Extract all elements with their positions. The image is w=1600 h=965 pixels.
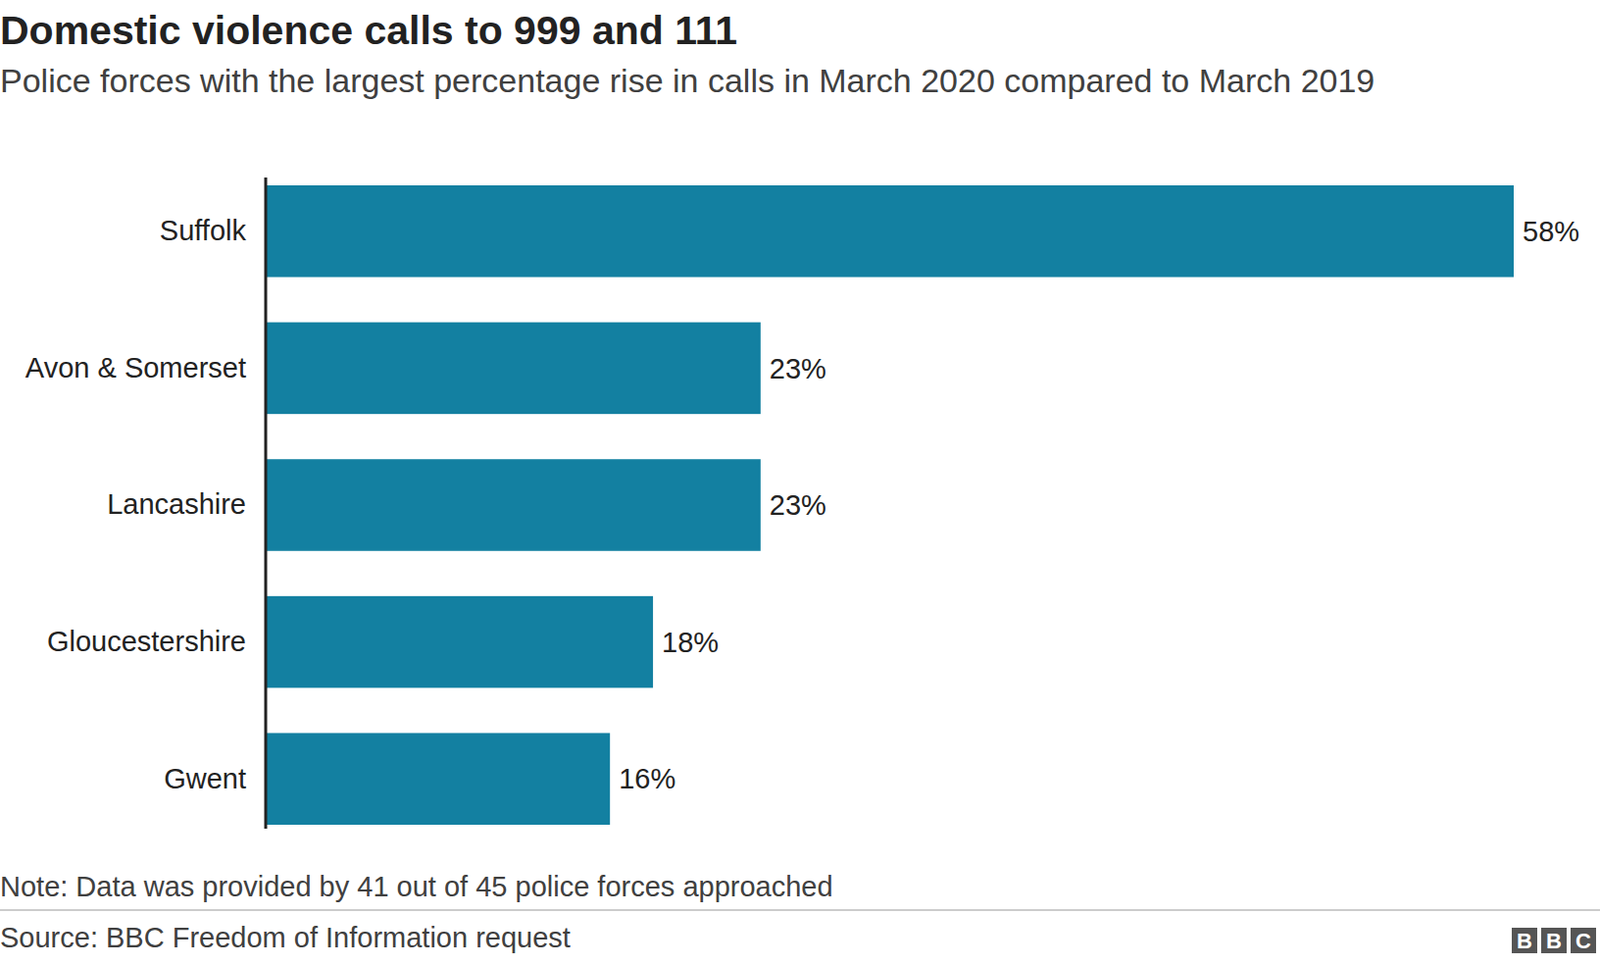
tick: Gwent — [163, 762, 266, 795]
bar — [265, 458, 761, 551]
tick-label: Lancashire — [106, 488, 247, 520]
tick-label: Gloucestershire — [47, 625, 247, 657]
subtitle: Police forces with the largest percentag… — [0, 61, 1375, 100]
data-label: 23% — [769, 352, 827, 385]
data-label: 18% — [661, 626, 719, 658]
tick: Suffolk — [159, 214, 266, 247]
bar — [265, 596, 653, 689]
data-label: 58% — [1522, 215, 1580, 248]
tick: Lancashire — [106, 488, 266, 520]
title: Domestic violence calls to 999 and 111 — [0, 7, 738, 53]
data-label: 23% — [769, 489, 827, 521]
y-axis: Suffolk Avon & Somerset Lancashire Gloucest… — [25, 177, 266, 829]
note: Note: Data was provided by 41 out of 45 … — [0, 870, 834, 902]
tick-label: Avon & Somerset — [25, 351, 247, 384]
source: Source: BBC Freedom of Information reque… — [0, 921, 571, 953]
bar — [265, 185, 1514, 278]
logo: BBC — [1511, 927, 1597, 953]
data-label: 16% — [618, 762, 676, 795]
tick: Gloucestershire — [47, 625, 266, 657]
tick: Avon & Somerset — [25, 351, 266, 384]
data-labels: 58% 23% 23% 18% 16% — [618, 215, 1580, 795]
tick-label: Suffolk — [159, 214, 248, 247]
axis-line — [264, 177, 268, 829]
logo-text: BBC — [1516, 928, 1592, 953]
bar — [265, 322, 761, 415]
logo-box — [1570, 927, 1597, 953]
logo-box — [1511, 927, 1538, 953]
bar — [265, 732, 610, 825]
bars — [265, 185, 1514, 825]
chart: Domestic violence calls to 999 and 111 Po… — [0, 0, 1600, 965]
tick-label: Gwent — [163, 762, 247, 795]
separator — [0, 908, 1600, 911]
logo-box — [1541, 927, 1567, 953]
